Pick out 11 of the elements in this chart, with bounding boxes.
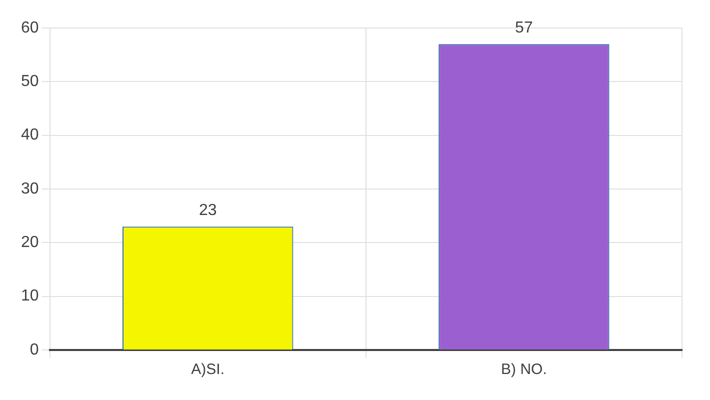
y-tick-label: 0 [30, 341, 39, 358]
y-tick-label: 50 [21, 73, 39, 90]
y-tick-label: 40 [21, 126, 39, 144]
y-tick-label: 30 [21, 180, 39, 198]
x-tick-label: A)SI. [191, 361, 225, 378]
y-tick-label: 10 [21, 288, 39, 305]
data-label: 57 [515, 20, 533, 37]
y-tick-label: 20 [21, 234, 39, 252]
x-tick-label: B) NO. [501, 361, 547, 378]
data-label: 23 [198, 202, 217, 219]
y-tick-label: 60 [21, 19, 39, 36]
